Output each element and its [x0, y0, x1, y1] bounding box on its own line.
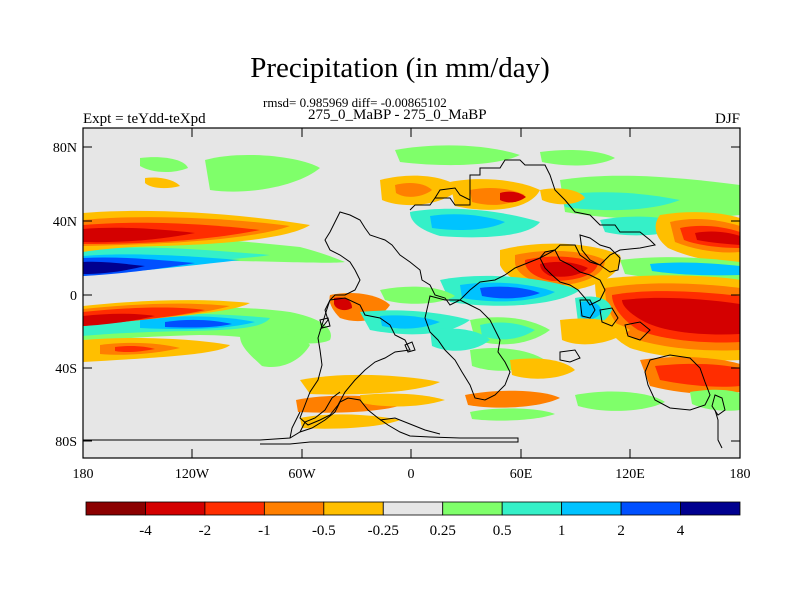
colorbar-swatch — [442, 501, 503, 516]
lon-label-60e: 60E — [510, 467, 533, 482]
colorbar-swatch — [323, 501, 384, 516]
colorbar-label: 0.5 — [493, 523, 512, 539]
colorbar-swatch — [145, 501, 206, 516]
experiment-label: Expt = teYdd-teXpd — [83, 111, 206, 127]
lat-label-40s: 40S — [55, 362, 77, 377]
lon-label-120e: 120E — [615, 467, 645, 482]
colorbar-label: -1 — [258, 523, 271, 539]
colorbar-swatch — [680, 501, 741, 516]
colorbar-label: 4 — [677, 523, 685, 539]
longitude-tick-marks — [82, 128, 741, 458]
colorbar-swatch — [561, 501, 622, 516]
precipitation-anomaly-field — [83, 145, 740, 429]
colorbar-swatch — [382, 501, 444, 516]
lat-label-40n: 40N — [53, 215, 77, 230]
lon-label-180-left: 180 — [73, 467, 94, 482]
statistics-line: rmsd= 0.985969 diff= -0.00865102 — [263, 95, 447, 110]
lat-label-80n: 80N — [53, 141, 77, 156]
lat-label-0: 0 — [70, 289, 77, 304]
colorbar-label: 0.25 — [430, 523, 456, 539]
lat-label-80s: 80S — [55, 435, 77, 450]
colorbar-label: 1 — [558, 523, 566, 539]
colorbar-swatch — [85, 501, 146, 516]
lon-label-180-right: 180 — [730, 467, 751, 482]
colorbar-label: -4 — [139, 523, 152, 539]
latitude-labels: 80N 40N 0 40S 80S — [53, 141, 77, 450]
lon-label-0: 0 — [408, 467, 415, 482]
colorbar-labels: -4 -2 -1 -0.5 -0.25 0.25 0.5 1 2 4 — [139, 523, 685, 539]
latitude-tick-marks — [83, 146, 740, 442]
longitude-labels: 180 120W 60W 0 60E 120E 180 — [73, 467, 751, 482]
case-comparison: 275_0_MaBP - 275_0_MaBP — [308, 107, 487, 123]
continent-outlines — [83, 159, 726, 449]
colorbar-swatch — [204, 501, 265, 516]
colorbar-swatch — [620, 501, 681, 516]
lon-label-60w: 60W — [288, 467, 316, 482]
colorbar-label: -0.25 — [368, 523, 399, 539]
plot-title: Precipitation (in mm/day) — [250, 52, 550, 84]
lon-label-120w: 120W — [175, 467, 210, 482]
colorbar-label: -2 — [199, 523, 212, 539]
colorbar-label: 2 — [617, 523, 625, 539]
colorbar-label: -0.5 — [312, 523, 336, 539]
colorbar-swatch — [263, 501, 325, 516]
season-label: DJF — [714, 111, 740, 127]
colorbar-swatch — [501, 501, 563, 516]
colorbar — [85, 501, 741, 516]
